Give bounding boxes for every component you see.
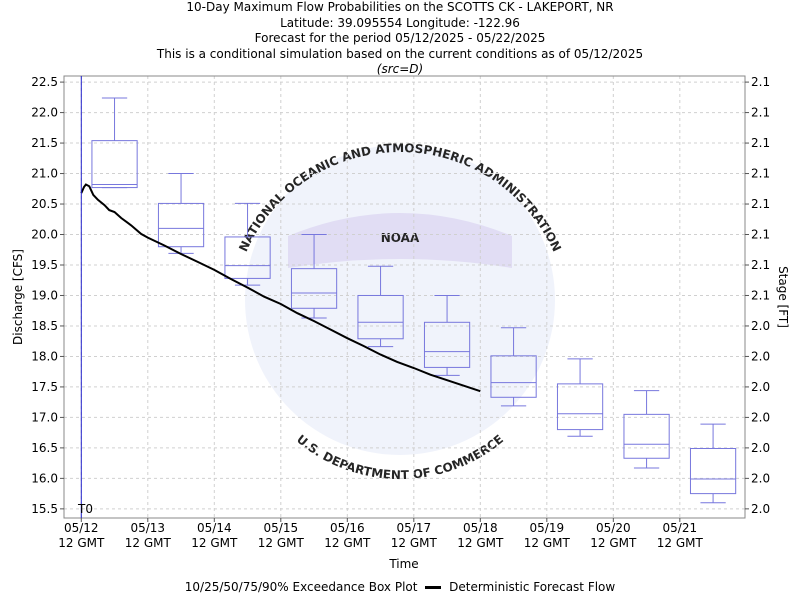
x-tick-label-time: 12 GMT bbox=[258, 536, 305, 550]
t0-marker: T0 bbox=[77, 76, 93, 518]
chart-title: 10-Day Maximum Flow Probabilities on the… bbox=[186, 0, 614, 14]
y2-tick-label: 2.0 bbox=[751, 380, 770, 394]
box-plot bbox=[423, 294, 471, 376]
y2-tick-label: 2.1 bbox=[751, 258, 770, 272]
legend-line-swatch bbox=[425, 586, 442, 589]
x-axis-label: Time bbox=[388, 557, 418, 571]
grid-lines bbox=[64, 76, 745, 518]
y-tick-label: 20.0 bbox=[31, 228, 58, 242]
x-tick-label-date: 05/12 bbox=[64, 521, 99, 535]
box-plot bbox=[556, 358, 604, 437]
y-axis-left: 15.5 16.0 16.5 17.0 17.5 18.0 18.5 19.0 19.5 20.0… bbox=[31, 75, 64, 516]
chart-header: 10-Day Maximum Flow Probabilities on the… bbox=[0, 0, 800, 78]
noaa-logo-bird bbox=[288, 213, 512, 268]
box-iqr bbox=[290, 268, 338, 309]
box-iqr bbox=[91, 140, 138, 189]
chart-period: Forecast for the period 05/12/2025 - 05/… bbox=[254, 31, 546, 45]
y2-tick-label: 2.1 bbox=[751, 167, 770, 181]
box-plot bbox=[290, 234, 338, 319]
y2-tick-label: 2.0 bbox=[751, 441, 770, 455]
y-tick-label: 21.5 bbox=[31, 136, 58, 150]
y2-tick-label: 2.1 bbox=[751, 197, 770, 211]
y-tick-label: 19.5 bbox=[31, 258, 58, 272]
noaa-watermark: NATIONAL OCEANIC AND ATMOSPHERIC ADMINIS… bbox=[236, 141, 564, 482]
y2-tick-label: 2.0 bbox=[751, 502, 770, 516]
chart-location: Latitude: 39.095554 Longitude: -122.96 bbox=[280, 15, 520, 30]
x-tick-label-time: 12 GMT bbox=[391, 536, 438, 550]
box-iqr bbox=[556, 383, 604, 431]
y-tick-label: 21.0 bbox=[31, 167, 58, 181]
chart-source: (src=D) bbox=[376, 62, 424, 76]
y-tick-label: 15.5 bbox=[31, 502, 58, 516]
y2-tick-label: 2.1 bbox=[751, 106, 770, 120]
box-plot bbox=[490, 327, 537, 407]
y-axis-right: 2.0 2.0 2.0 2.0 2.0 2.0 2.0 2.1 2.1 2.1 2.1 2.1 2.1 2… bbox=[745, 75, 770, 516]
y2-axis-label: Stage [FT] bbox=[776, 266, 790, 328]
y-tick-label: 18.5 bbox=[31, 319, 58, 333]
x-tick-label-time: 12 GMT bbox=[457, 536, 504, 550]
x-tick-label-time: 12 GMT bbox=[58, 536, 105, 550]
y2-tick-label: 2.0 bbox=[751, 349, 770, 363]
box-iqr bbox=[224, 236, 271, 279]
noaa-logo-disc bbox=[245, 145, 555, 455]
y2-tick-label: 2.0 bbox=[751, 319, 770, 333]
y-tick-label: 17.0 bbox=[31, 410, 58, 424]
forecast-series bbox=[80, 183, 481, 393]
box-iqr bbox=[357, 294, 404, 340]
x-tick-label-time: 12 GMT bbox=[524, 536, 571, 550]
y-tick-label: 22.5 bbox=[31, 75, 58, 89]
x-tick-label-date: 05/21 bbox=[663, 521, 698, 535]
y-axis-label: Discharge [CFS] bbox=[11, 249, 25, 345]
box-iqr bbox=[623, 413, 670, 459]
y2-tick-label: 2.1 bbox=[751, 288, 770, 302]
legend-line-label: Deterministic Forecast Flow bbox=[449, 580, 616, 594]
y2-tick-label: 2.1 bbox=[751, 136, 770, 150]
y-tick-label: 16.5 bbox=[31, 441, 58, 455]
x-tick-label-date: 05/20 bbox=[596, 521, 631, 535]
x-tick-label-date: 05/13 bbox=[130, 521, 165, 535]
y-tick-label: 18.0 bbox=[31, 349, 58, 363]
box-plot bbox=[623, 390, 670, 469]
x-tick-label-date: 05/18 bbox=[463, 521, 498, 535]
x-tick-label-time: 12 GMT bbox=[125, 536, 172, 550]
chart-legend: 10/25/50/75/90% Exceedance Box Plot Dete… bbox=[0, 580, 800, 594]
t0-label: T0 bbox=[77, 502, 93, 516]
x-tick-label-time: 12 GMT bbox=[657, 536, 704, 550]
box-plot bbox=[91, 97, 138, 189]
x-tick-label-time: 12 GMT bbox=[324, 536, 371, 550]
box-iqr bbox=[689, 447, 737, 495]
y-tick-label: 19.0 bbox=[31, 288, 58, 302]
x-tick-label-date: 05/19 bbox=[530, 521, 565, 535]
y2-tick-label: 2.1 bbox=[751, 75, 770, 89]
y2-tick-label: 2.0 bbox=[751, 471, 770, 485]
plot-frame bbox=[63, 75, 746, 519]
box-plot bbox=[157, 173, 205, 254]
y2-tick-label: 2.1 bbox=[751, 228, 770, 242]
y-tick-label: 22.0 bbox=[31, 106, 58, 120]
box-iqr bbox=[423, 321, 471, 368]
y-tick-label: 20.5 bbox=[31, 197, 58, 211]
x-tick-label-time: 12 GMT bbox=[191, 536, 238, 550]
y2-tick-label: 2.0 bbox=[751, 410, 770, 424]
legend-box-label: 10/25/50/75/90% Exceedance Box Plot bbox=[184, 580, 418, 594]
box-iqr bbox=[490, 355, 537, 398]
x-tick-label-time: 12 GMT bbox=[590, 536, 637, 550]
x-tick-label-date: 05/15 bbox=[264, 521, 299, 535]
box-iqr bbox=[157, 202, 205, 248]
forecast-line bbox=[80, 183, 481, 393]
x-tick-label-date: 05/16 bbox=[330, 521, 365, 535]
y-tick-label: 17.5 bbox=[31, 380, 58, 394]
chart-note: This is a conditional simulation based o… bbox=[156, 46, 644, 61]
y-tick-label: 16.0 bbox=[31, 471, 58, 485]
x-tick-label-date: 05/17 bbox=[397, 521, 432, 535]
box-plot bbox=[224, 202, 271, 286]
box-plot bbox=[357, 265, 404, 348]
x-tick-label-date: 05/14 bbox=[197, 521, 232, 535]
box-plots bbox=[91, 97, 737, 504]
box-plot bbox=[689, 423, 737, 504]
